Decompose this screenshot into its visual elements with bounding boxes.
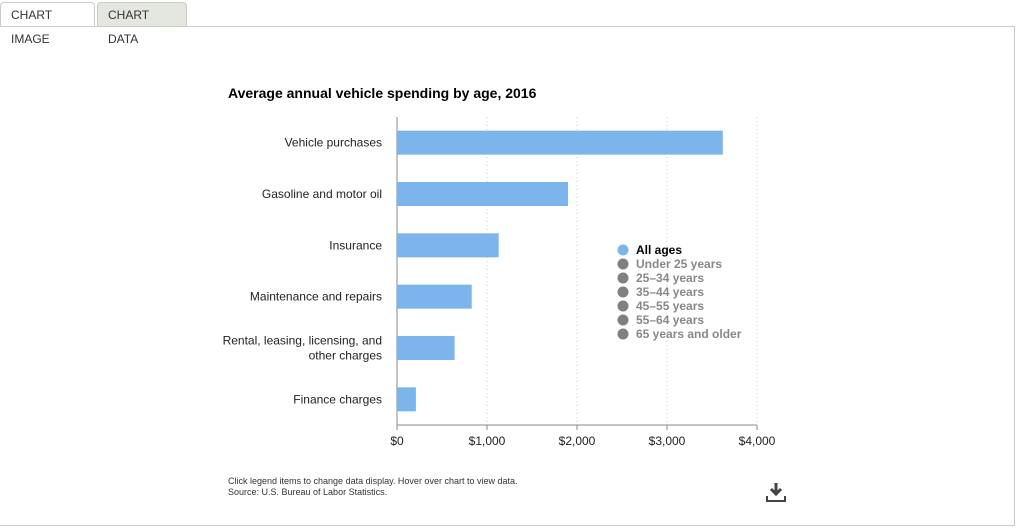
category-label: Insurance — [329, 238, 382, 252]
bar-3[interactable] — [397, 284, 472, 309]
category-label: Maintenance and repairs — [250, 290, 382, 304]
chart-title: Average annual vehicle spending by age, … — [228, 85, 537, 101]
chart-notes: Click legend items to change data displa… — [228, 476, 517, 498]
x-tick-label: $1,000 — [469, 434, 506, 448]
legend-marker-6[interactable] — [617, 328, 629, 340]
legend-item-6[interactable]: 65 years and older — [636, 327, 742, 341]
legend-marker-3[interactable] — [617, 286, 629, 298]
legend-item-1[interactable]: Under 25 years — [636, 257, 722, 271]
legend-item-0[interactable]: All ages — [636, 243, 682, 257]
source-note: Source: U.S. Bureau of Labor Statistics. — [228, 487, 388, 497]
legend-marker-1[interactable] — [617, 258, 629, 270]
bar-4[interactable] — [397, 336, 455, 360]
bar-5[interactable] — [397, 387, 416, 412]
bar-2[interactable] — [397, 233, 499, 258]
legend-marker-4[interactable] — [617, 300, 629, 312]
x-tick-label: $4,000 — [739, 434, 776, 448]
category-label: Rental, leasing, licensing, and — [223, 334, 382, 348]
chart-panel — [0, 26, 1015, 526]
category-label: Gasoline and motor oil — [262, 187, 382, 201]
instructions-note: Click legend items to change data displa… — [228, 476, 518, 486]
legend-item-5[interactable]: 55–64 years — [636, 313, 704, 327]
bar-0[interactable] — [397, 130, 723, 155]
tab-chart-image[interactable]: CHART IMAGE — [0, 2, 95, 46]
legend-item-4[interactable]: 45–55 years — [636, 299, 704, 313]
tab-chart-data[interactable]: CHART DATA — [97, 2, 187, 46]
category-label: other charges — [309, 349, 382, 363]
legend-item-2[interactable]: 25–34 years — [636, 271, 704, 285]
x-tick-label: $3,000 — [649, 434, 686, 448]
x-tick-label: $2,000 — [559, 434, 596, 448]
legend-marker-5[interactable] — [617, 314, 629, 326]
download-button[interactable] — [765, 481, 787, 503]
tab-bar: CHART IMAGE CHART DATA — [0, 0, 1023, 46]
download-icon — [766, 483, 786, 502]
x-tick-label: $0 — [390, 434, 404, 448]
bar-1[interactable] — [397, 182, 568, 206]
legend-marker-0[interactable] — [617, 244, 629, 256]
legend-marker-2[interactable] — [617, 272, 629, 284]
category-label: Vehicle purchases — [285, 136, 382, 150]
category-label: Finance charges — [293, 392, 382, 406]
legend-item-3[interactable]: 35–44 years — [636, 285, 704, 299]
